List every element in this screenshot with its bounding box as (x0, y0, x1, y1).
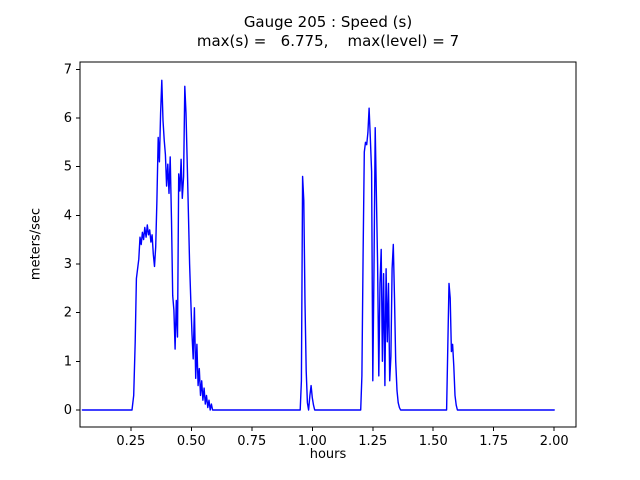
x-tick-label: 1.50 (419, 434, 448, 449)
y-tick-label: 4 (64, 208, 72, 223)
x-tick-label: 2.00 (540, 434, 569, 449)
chart-title: Gauge 205 : Speed (s) (243, 13, 413, 31)
y-tick-label: 1 (64, 354, 72, 369)
speed-line (81, 79, 555, 411)
x-tick-label: 1.75 (479, 434, 508, 449)
chart-subtitle: max(s) = 6.775, max(level) = 7 (196, 32, 460, 50)
x-tick-label: 1.00 (298, 434, 327, 449)
y-tick-label: 7 (64, 62, 72, 77)
plot-frame (79, 61, 577, 428)
y-tick-label: 6 (64, 111, 72, 126)
y-tick-label: 0 (64, 403, 72, 418)
x-tick-label: 0.75 (237, 434, 266, 449)
x-tick-label: 0.50 (177, 434, 206, 449)
y-axis-label: meters/sec (28, 207, 44, 281)
y-tick-label: 5 (64, 160, 72, 175)
x-tick-label: 1.25 (358, 434, 387, 449)
x-tick-label: 0.25 (116, 434, 145, 449)
y-tick-label: 3 (64, 257, 72, 272)
x-axis-label: hours (309, 447, 347, 462)
y-tick-label: 2 (64, 306, 72, 321)
